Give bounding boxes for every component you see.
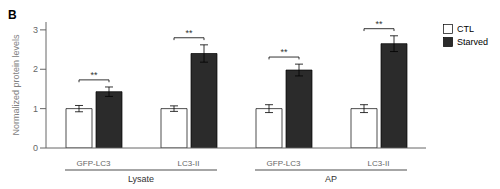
html-text:CTL: CTL [457,24,474,34]
svg-text:**: ** [90,70,98,80]
svg-text:GFP-LC3: GFP-LC3 [77,159,111,168]
svg-text:LC3-II: LC3-II [178,159,200,168]
svg-text:Lysate: Lysate [128,174,154,184]
svg-text:AP: AP [325,174,337,184]
svg-text:**: ** [185,28,193,38]
svg-text:GFP-LC3: GFP-LC3 [267,159,301,168]
svg-text:LC3-II: LC3-II [368,159,390,168]
svg-text:1: 1 [33,104,38,114]
svg-text:**: ** [280,47,288,57]
svg-text:2: 2 [33,64,38,74]
svg-text:0: 0 [33,143,38,153]
svg-text:3: 3 [33,25,38,35]
svg-text:**: ** [375,19,383,29]
html-text:B: B [8,8,17,22]
svg-text:Normalized protein levels: Normalized protein levels [11,34,21,136]
html-text:Starved: Starved [457,37,488,47]
